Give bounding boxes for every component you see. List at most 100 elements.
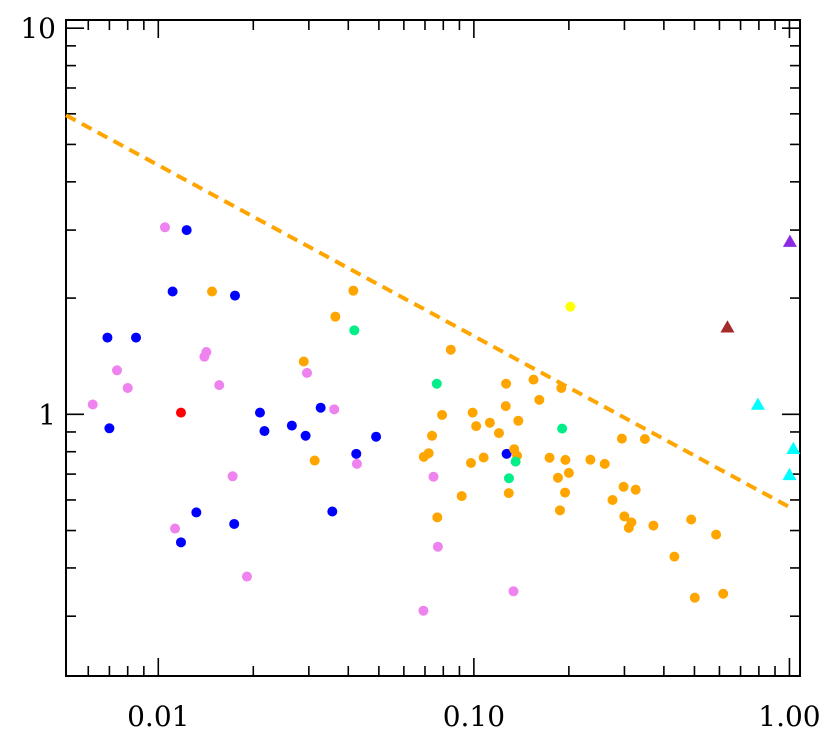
- data-point: [122, 382, 133, 393]
- data-point: [718, 588, 729, 599]
- data-point: [467, 407, 478, 418]
- data-point: [427, 430, 438, 441]
- data-point: [102, 332, 113, 343]
- data-point: [167, 286, 178, 297]
- data-point: [560, 454, 571, 465]
- data-point-triangle: [782, 234, 797, 247]
- data-point: [501, 448, 512, 459]
- data-point: [669, 551, 680, 562]
- data-point: [556, 382, 567, 393]
- data-point: [351, 458, 362, 469]
- data-point: [554, 505, 565, 516]
- data-point: [493, 428, 504, 439]
- data-point-triangle: [786, 441, 801, 455]
- y-tick-labels: 1 10: [20, 12, 56, 431]
- data-point: [229, 290, 240, 301]
- data-point: [309, 455, 320, 466]
- data-point: [351, 448, 362, 459]
- data-point: [131, 332, 142, 343]
- data-point-triangle: [720, 320, 735, 333]
- data-point: [175, 407, 186, 418]
- data-point: [607, 494, 618, 505]
- data-point: [432, 512, 443, 523]
- data-point: [181, 225, 192, 236]
- plot-frame: [65, 19, 801, 677]
- data-point: [465, 457, 476, 468]
- reference-line: [65, 113, 791, 509]
- data-point: [348, 285, 359, 296]
- data-point: [112, 365, 123, 376]
- data-point: [241, 571, 252, 582]
- data-point: [484, 417, 495, 428]
- data-point: [528, 374, 539, 385]
- data-point: [500, 401, 511, 412]
- y-tick-label: 1: [38, 398, 56, 431]
- data-point: [565, 301, 576, 312]
- data-point: [513, 415, 524, 426]
- data-point: [298, 356, 309, 367]
- x-tick-label: 0.01: [127, 700, 189, 733]
- data-point: [214, 380, 225, 391]
- y-tick-label: 10: [20, 12, 56, 45]
- data-point: [618, 481, 629, 492]
- data-point: [639, 434, 650, 445]
- data-point: [207, 286, 218, 297]
- data-point: [508, 586, 519, 597]
- data-point: [585, 454, 596, 465]
- data-point: [428, 471, 439, 482]
- data-point: [503, 473, 514, 484]
- data-point: [599, 458, 610, 469]
- data-point: [686, 514, 697, 525]
- data-point: [471, 421, 482, 432]
- data-point: [227, 471, 238, 482]
- data-point: [431, 378, 442, 389]
- data-point: [175, 537, 186, 548]
- data-point: [329, 404, 340, 415]
- data-point: [557, 423, 568, 434]
- data-point: [501, 378, 512, 389]
- data-point: [711, 529, 722, 540]
- data-point: [286, 420, 297, 431]
- data-point: [432, 541, 443, 552]
- data-point: [544, 452, 555, 463]
- data-point: [445, 344, 456, 355]
- data-points: [87, 222, 801, 616]
- data-point: [87, 399, 98, 410]
- axis-ticks: [66, 20, 800, 676]
- data-point: [510, 456, 521, 467]
- data-point: [199, 351, 210, 362]
- x-tick-labels: 0.01 0.10 1.00: [127, 700, 821, 733]
- data-point: [229, 518, 240, 529]
- data-point: [630, 484, 641, 495]
- data-point: [478, 452, 489, 463]
- data-point: [104, 423, 115, 434]
- data-point: [616, 433, 627, 444]
- data-point: [327, 506, 338, 517]
- data-point-triangle: [750, 397, 765, 410]
- data-point: [300, 430, 311, 441]
- data-point: [560, 487, 571, 498]
- data-point: [349, 325, 360, 336]
- x-tick-label: 0.10: [443, 700, 505, 733]
- data-point: [648, 520, 659, 531]
- data-point: [563, 467, 574, 478]
- data-point: [302, 367, 313, 378]
- data-point: [159, 222, 170, 233]
- data-point: [503, 488, 514, 499]
- x-tick-label: 1.00: [758, 700, 820, 733]
- data-point: [330, 311, 341, 322]
- data-point: [437, 409, 448, 420]
- data-point: [456, 491, 467, 502]
- data-point: [191, 507, 202, 518]
- data-point: [619, 511, 630, 522]
- data-point: [371, 431, 382, 442]
- data-point-triangle: [782, 467, 797, 481]
- data-point: [626, 517, 637, 528]
- data-point: [534, 394, 545, 405]
- data-point: [552, 472, 563, 483]
- data-point: [423, 448, 434, 459]
- data-point: [254, 407, 265, 418]
- data-point: [170, 523, 181, 534]
- data-point: [418, 605, 429, 616]
